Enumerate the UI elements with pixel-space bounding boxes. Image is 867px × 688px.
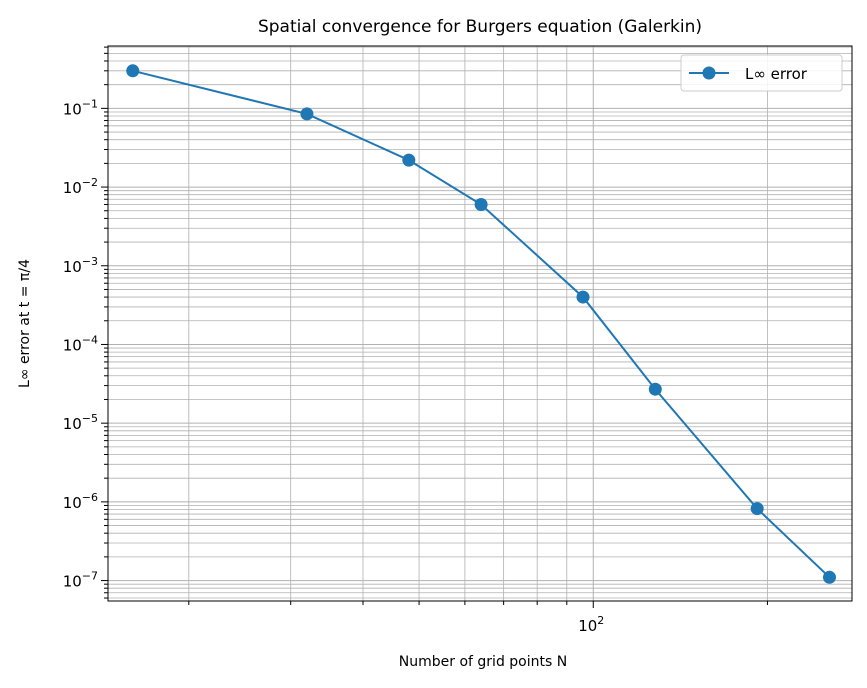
data-point <box>576 290 590 304</box>
data-point <box>750 502 764 516</box>
y-tick-label: 10−4 <box>63 333 98 354</box>
series-line <box>132 69 831 579</box>
data-point <box>126 64 140 78</box>
y-axis-label: L∞ error at t = π/4 <box>17 259 33 388</box>
tick-marks <box>101 46 768 608</box>
legend-box <box>680 54 843 92</box>
y-tick-label: 10−6 <box>63 491 98 512</box>
data-point <box>402 153 416 167</box>
tick-labels: 10−1 10−2 10−3 10−4 10−5 10−6 10−7 102 <box>63 97 605 635</box>
legend-marker <box>702 66 716 80</box>
y-tick-label: 10−3 <box>63 255 98 276</box>
y-tick-label: 10−1 <box>63 97 98 118</box>
minor-gridlines <box>108 46 852 601</box>
data-point <box>474 198 488 212</box>
y-tick-label: 10−5 <box>63 412 98 433</box>
x-axis-label: Number of grid points N <box>399 654 567 670</box>
legend-label: L∞ error <box>745 65 808 83</box>
axis-labels: Number of grid points N L∞ error at t = π… <box>17 259 567 670</box>
y-tick-label: 10−7 <box>63 570 98 591</box>
legend: L∞ error <box>680 54 843 92</box>
series-layer <box>126 64 836 584</box>
axes-frame <box>107 45 853 602</box>
x-tick-label: 102 <box>578 614 604 635</box>
data-point <box>648 382 662 396</box>
data-point <box>822 570 836 584</box>
major-gridlines <box>108 46 852 601</box>
data-point <box>300 107 314 121</box>
y-tick-label: 10−2 <box>63 176 98 197</box>
chart-title: Spatial convergence for Burgers equation… <box>258 17 702 37</box>
